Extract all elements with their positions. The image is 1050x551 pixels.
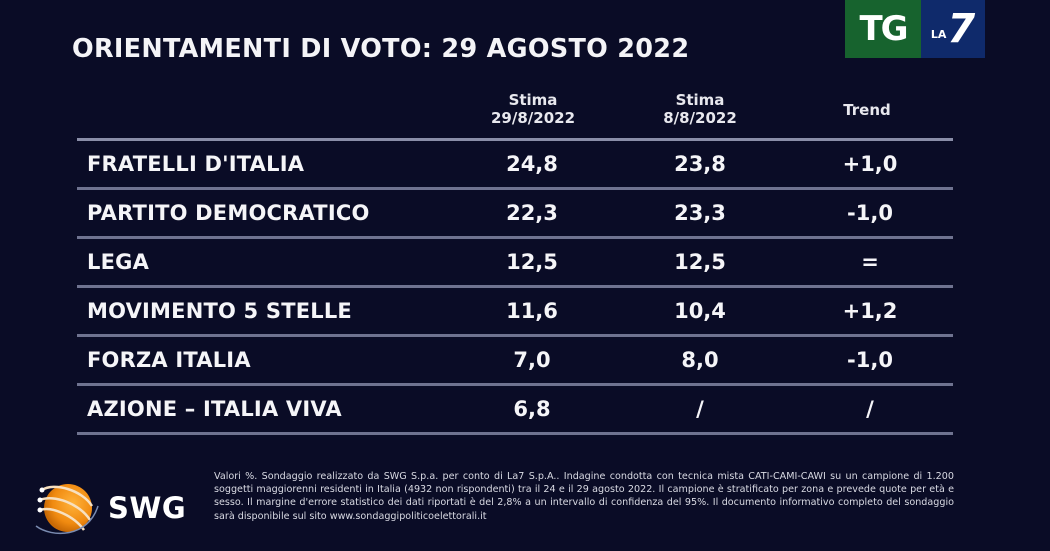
trend-value: -1,0	[847, 201, 893, 225]
stima-8-8-value: 8,0	[681, 348, 719, 372]
table-row: LEGA 12,5 12,5 =	[77, 239, 953, 288]
swg-wordmark: SWG	[108, 491, 187, 525]
party-name: AZIONE – ITALIA VIVA	[87, 397, 342, 421]
methodology-note: Valori %. Sondaggio realizzato da SWG S.…	[214, 471, 954, 522]
stima-29-8-value: 11,6	[506, 299, 558, 323]
stima-8-8-value: 23,8	[674, 152, 726, 176]
column-header-line: 8/8/2022	[663, 109, 737, 127]
column-header-line: Stima	[675, 91, 725, 109]
page-title: ORIENTAMENTI DI VOTO: 29 AGOSTO 2022	[72, 34, 690, 64]
party-name: PARTITO DEMOCRATICO	[87, 201, 370, 225]
trend-value: -1,0	[847, 348, 893, 372]
stima-8-8-value: 10,4	[674, 299, 726, 323]
stima-29-8-value: 12,5	[506, 250, 558, 274]
trend-value: +1,2	[842, 299, 898, 323]
stima-8-8-value: 23,3	[674, 201, 726, 225]
stima-29-8-value: 6,8	[513, 397, 551, 421]
table-row: FORZA ITALIA 7,0 8,0 -1,0	[77, 337, 953, 386]
tg-logo-mark: TG	[845, 0, 921, 58]
stima-29-8-value: 22,3	[506, 201, 558, 225]
party-name: LEGA	[87, 250, 150, 274]
la7-logo-la: LA	[930, 27, 947, 41]
stima-29-8-value: 24,8	[506, 152, 558, 176]
column-header-trend: Trend	[843, 101, 891, 119]
party-name: FORZA ITALIA	[87, 348, 251, 372]
swg-logo: SWG	[32, 476, 186, 540]
trend-value: /	[866, 397, 874, 421]
tg-la7-logo: TG LA 7	[845, 0, 985, 58]
table-row: AZIONE – ITALIA VIVA 6,8 / /	[77, 386, 953, 435]
swg-globe-icon	[32, 476, 102, 540]
column-header-line: Stima	[508, 91, 558, 109]
column-header-stima-29-8: Stima 29/8/2022	[470, 91, 596, 127]
stima-29-8-value: 7,0	[513, 348, 551, 372]
trend-value: =	[861, 250, 879, 274]
table-row: MOVIMENTO 5 STELLE 11,6 10,4 +1,2	[77, 288, 953, 337]
party-name: FRATELLI D'ITALIA	[87, 152, 305, 176]
table-header: Stima 29/8/2022 Stima 8/8/2022 Trend	[77, 86, 953, 141]
column-header-line: 29/8/2022	[490, 109, 576, 127]
la7-logo-seven: 7	[947, 6, 976, 52]
la7-logo-mark: LA 7	[921, 0, 985, 58]
column-header-stima-8-8: Stima 8/8/2022	[637, 91, 763, 127]
poll-table: Stima 29/8/2022 Stima 8/8/2022 Trend FRA…	[77, 86, 953, 435]
table-row: PARTITO DEMOCRATICO 22,3 23,3 -1,0	[77, 190, 953, 239]
party-name: MOVIMENTO 5 STELLE	[87, 299, 352, 323]
trend-value: +1,0	[842, 152, 898, 176]
stima-8-8-value: /	[696, 397, 704, 421]
table-row: FRATELLI D'ITALIA 24,8 23,8 +1,0	[77, 141, 953, 190]
stima-8-8-value: 12,5	[674, 250, 726, 274]
